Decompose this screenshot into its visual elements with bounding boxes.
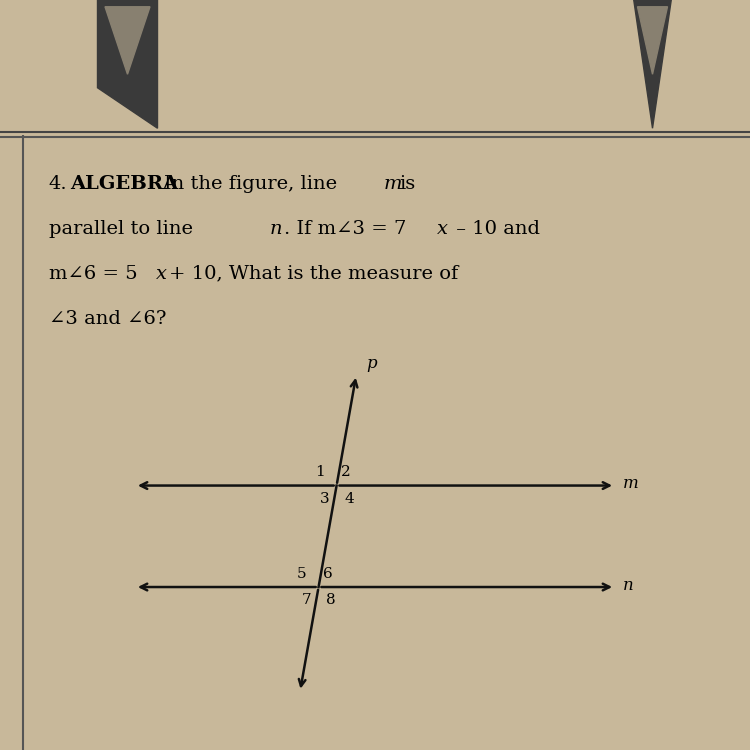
Polygon shape [98, 0, 158, 128]
Text: m∠6 = 5: m∠6 = 5 [49, 265, 137, 283]
Text: + 10, What is the measure of: + 10, What is the measure of [169, 265, 458, 283]
Text: . If m∠3 = 7: . If m∠3 = 7 [284, 220, 406, 238]
Text: 4: 4 [344, 492, 354, 506]
Text: 1: 1 [315, 466, 325, 479]
Text: x: x [156, 265, 167, 283]
Text: n: n [622, 577, 633, 594]
Text: ALGEBRA: ALGEBRA [70, 175, 178, 193]
Text: 4.: 4. [49, 175, 68, 193]
Text: 3: 3 [320, 492, 329, 506]
Text: ∠3 and ∠6?: ∠3 and ∠6? [49, 310, 166, 328]
Text: 2: 2 [341, 466, 351, 479]
Polygon shape [105, 7, 150, 74]
Text: p: p [366, 355, 376, 372]
Text: 7: 7 [302, 593, 311, 608]
Text: 8: 8 [326, 593, 336, 608]
Text: n: n [270, 220, 283, 238]
Text: 6: 6 [323, 567, 333, 580]
Text: 5: 5 [297, 567, 307, 580]
Polygon shape [638, 7, 668, 74]
Text: – 10 and: – 10 and [450, 220, 540, 238]
Text: m: m [622, 476, 638, 492]
Text: is: is [399, 175, 416, 193]
Text: In the figure, line: In the figure, line [164, 175, 337, 193]
Polygon shape [634, 0, 671, 128]
Text: parallel to line: parallel to line [49, 220, 193, 238]
Text: m: m [384, 175, 403, 193]
Text: x: x [437, 220, 448, 238]
